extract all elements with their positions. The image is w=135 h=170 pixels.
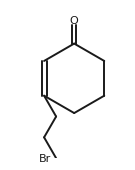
Text: O: O [70, 16, 79, 26]
Text: Br: Br [38, 154, 51, 164]
